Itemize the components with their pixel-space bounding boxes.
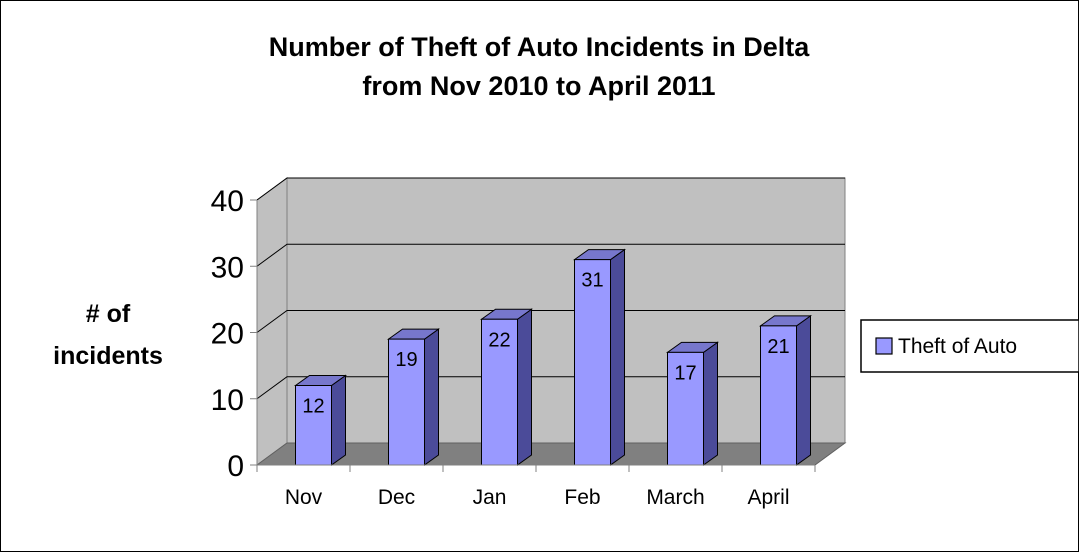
bar-april: 21 [758,314,813,466]
x-axis-ticks: Nov Dec Jan Feb March April [256,464,816,509]
bar-dec: 19 [386,328,441,466]
gridline [256,376,845,400]
y-axis-ticks: 0 10 20 30 40 [211,185,258,483]
x-tick-label: Feb [564,486,600,509]
gridlines [256,177,845,400]
bar-side [796,314,811,466]
chart-title-line2: from Nov 2010 to April 2011 [362,71,715,101]
gridline [256,243,845,267]
bar-value-label: 21 [767,336,789,358]
bar-front [481,318,518,466]
chart-title-line1: Number of Theft of Auto Incidents in Del… [269,32,810,62]
legend-box [860,319,1079,373]
x-tick-label: Nov [285,486,323,509]
bar-value-label: 31 [581,270,603,292]
legend-label: Theft of Auto [898,335,1017,358]
bar-value-label: 19 [395,349,417,371]
bar-value-label: 12 [302,396,324,418]
bar-jan: 22 [479,308,534,466]
bar-front [295,385,332,466]
bars: 12 19 22 31 17 21 [293,248,813,466]
gridline [256,310,845,333]
bar-side [331,374,346,466]
x-tick-label: Dec [378,486,415,509]
bar-value-label: 22 [488,329,510,351]
legend: Theft of Auto [860,319,1079,373]
legend-swatch [875,337,893,355]
bar-front [574,259,611,466]
y-tick-label: 30 [211,251,244,284]
bar-side [517,308,532,466]
bar-march: 17 [665,341,720,466]
bar-nov: 12 [293,374,348,466]
bar-feb: 31 [572,248,627,466]
bar-side [703,341,718,466]
y-tick-label: 20 [211,318,244,351]
x-tick-label: March [646,486,704,509]
bar-front [760,325,797,466]
y-tick-label: 10 [211,384,244,417]
y-axis-label-line1: # of [86,300,131,328]
bar-value-label: 17 [674,362,696,384]
x-tick-label: Jan [473,486,507,509]
y-axis-label-line2: incidents [53,342,163,370]
bar-front [667,351,704,466]
y-tick-label: 40 [211,185,244,218]
bar-front [388,338,425,466]
gridline [256,177,845,201]
bar-side [424,328,439,466]
bar-side [610,248,625,466]
y-tick-label: 0 [227,450,244,483]
x-tick-label: April [747,486,789,509]
